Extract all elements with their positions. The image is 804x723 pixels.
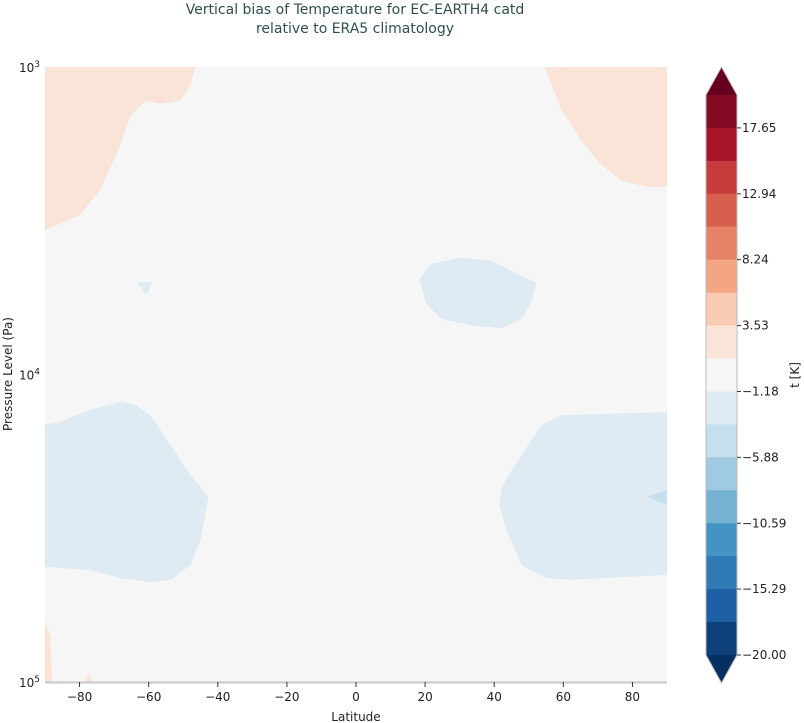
colorbar-band xyxy=(706,523,737,557)
colorbar-band xyxy=(706,358,737,392)
y-axis: 103 104 105 xyxy=(19,60,40,690)
x-tick-label: 60 xyxy=(556,690,571,704)
colorbar-band xyxy=(706,193,737,228)
contour-region-tropical-upper-cold xyxy=(419,257,537,329)
y-tick-label: 103 xyxy=(19,60,40,75)
colorbar-tick-label: 8.24 xyxy=(742,253,769,267)
y-axis-label: Pressure Level (Pa) xyxy=(1,317,15,431)
x-tick-label: −80 xyxy=(67,690,92,704)
colorbar-band xyxy=(706,457,737,491)
x-axis-label: Latitude xyxy=(331,710,380,723)
colorbar-tick-label: −15.29 xyxy=(742,582,786,596)
contour-region-sh-mid-cold xyxy=(45,401,209,583)
x-tick-label: −60 xyxy=(136,690,161,704)
colorbar-tick-label: −5.88 xyxy=(742,450,779,464)
chart-title: Vertical bias of Temperature for EC-EART… xyxy=(186,2,525,18)
contour-region-sh-upper-warm xyxy=(45,67,196,230)
contour-region-nh-mid-cold xyxy=(499,412,667,580)
colorbar-band xyxy=(706,226,737,261)
colorbar-band xyxy=(706,160,737,195)
colorbar-band xyxy=(706,490,737,524)
colorbar-band xyxy=(706,556,737,590)
colorbar-band xyxy=(706,292,737,327)
colorbar: 17.65 12.94 8.24 3.53 −1.18 −5.88 −10.59 −15.29… xyxy=(705,65,786,685)
contour-region-sh-surface-warm-1 xyxy=(45,620,53,682)
contour-region-nh-upper-warm xyxy=(544,67,667,187)
colorbar-band xyxy=(706,622,737,656)
colorbar-band xyxy=(706,391,737,425)
colorbar-band xyxy=(706,589,737,623)
plot-background xyxy=(45,67,667,682)
colorbar-label: t [K] xyxy=(788,362,802,388)
colorbar-band xyxy=(706,259,737,294)
x-tick-label: −40 xyxy=(205,690,230,704)
x-tick-label: 80 xyxy=(625,690,640,704)
y-tick-label: 104 xyxy=(19,368,40,383)
plot-area xyxy=(45,67,667,684)
colorbar-extend-under xyxy=(706,655,737,683)
x-tick-label: 40 xyxy=(487,690,502,704)
x-tick-label: −20 xyxy=(274,690,299,704)
colorbar-tick-label: 12.94 xyxy=(742,187,776,201)
colorbar-tick-label: −20.00 xyxy=(742,648,786,662)
colorbar-band xyxy=(706,424,737,458)
colorbar-tick-label: 3.53 xyxy=(742,319,769,333)
colorbar-tick-label: −1.18 xyxy=(742,385,779,399)
y-tick-label: 105 xyxy=(19,675,40,690)
colorbar-tick-label: −10.59 xyxy=(742,516,786,530)
colorbar-extend-over xyxy=(706,67,737,95)
colorbar-tick-label: 17.65 xyxy=(742,121,776,135)
chart-subtitle: relative to ERA5 climatology xyxy=(256,21,454,37)
x-tick-label: 0 xyxy=(352,690,360,704)
contour-region-nh-mid-colder xyxy=(647,490,667,505)
colorbar-band xyxy=(706,127,737,162)
contour-region-sh-small-cold xyxy=(137,282,153,295)
contour-region-sh-surface-warm-2 xyxy=(85,672,93,682)
colorbar-band xyxy=(706,325,737,360)
x-tick-label: 20 xyxy=(417,690,432,704)
x-axis: −80 −60 −40 −20 0 20 40 60 80 xyxy=(67,682,640,704)
colorbar-band xyxy=(706,95,737,129)
